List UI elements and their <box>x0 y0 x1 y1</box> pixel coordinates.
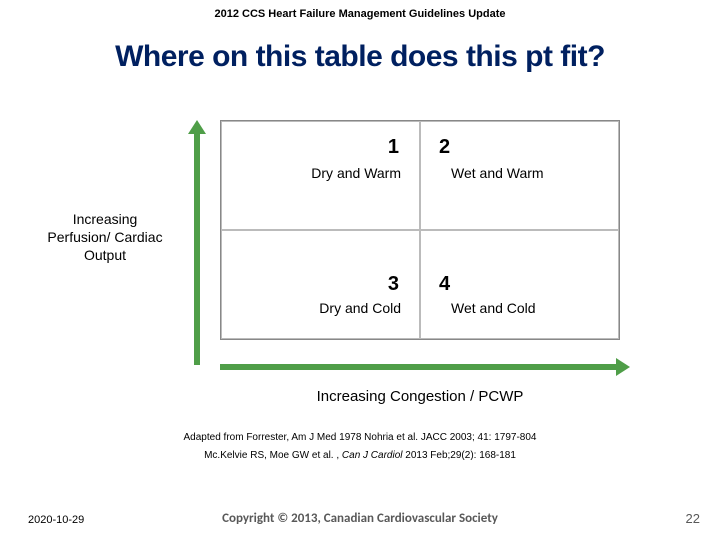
quadrant-1-label: Dry and Warm <box>236 165 405 181</box>
slide-title: Where on this table does this pt fit? <box>0 40 720 74</box>
citation-2-part-a: Mc.Kelvie RS, Moe GW et al. , <box>204 450 342 461</box>
x-axis-arrow-icon <box>220 360 630 374</box>
x-axis-label: Increasing Congestion / PCWP <box>220 388 620 405</box>
quadrant-4-label: Wet and Cold <box>435 300 604 316</box>
quadrant-2-label: Wet and Warm <box>435 165 604 181</box>
quadrant-4: 4 Wet and Cold <box>420 230 619 339</box>
quadrant-grid: 1 Dry and Warm 2 Wet and Warm 3 Dry and … <box>220 120 620 340</box>
quadrant-1-number: 1 <box>236 136 405 159</box>
citation-2-part-b: 2013 Feb;29(2): 168-181 <box>405 450 516 461</box>
slide-header: 2012 CCS Heart Failure Management Guidel… <box>0 0 720 20</box>
y-axis-arrow-icon <box>190 120 204 365</box>
quadrant-3-label: Dry and Cold <box>236 300 405 316</box>
y-axis-label: Increasing Perfusion/ Cardiac Output <box>40 210 170 265</box>
quadrant-3-number: 3 <box>236 273 405 296</box>
citation-line-2: Mc.Kelvie RS, Moe GW et al. , Can J Card… <box>0 450 720 461</box>
slide-footer: 2020-10-29 Copyright © 2013, Canadian Ca… <box>0 506 720 526</box>
footer-page-number: 22 <box>686 511 700 526</box>
citation-line-1: Adapted from Forrester, Am J Med 1978 No… <box>0 432 720 443</box>
quadrant-2-number: 2 <box>435 136 604 159</box>
quadrant-4-number: 4 <box>435 273 604 296</box>
quadrant-3: 3 Dry and Cold <box>221 230 420 339</box>
footer-copyright: Copyright © 2013, Canadian Cardiovascula… <box>0 511 720 526</box>
citation-2-journal: Can J Cardiol <box>342 450 405 461</box>
quadrant-2: 2 Wet and Warm <box>420 121 619 230</box>
quadrant-diagram: Increasing Perfusion/ Cardiac Output 1 D… <box>40 110 680 390</box>
quadrant-1: 1 Dry and Warm <box>221 121 420 230</box>
